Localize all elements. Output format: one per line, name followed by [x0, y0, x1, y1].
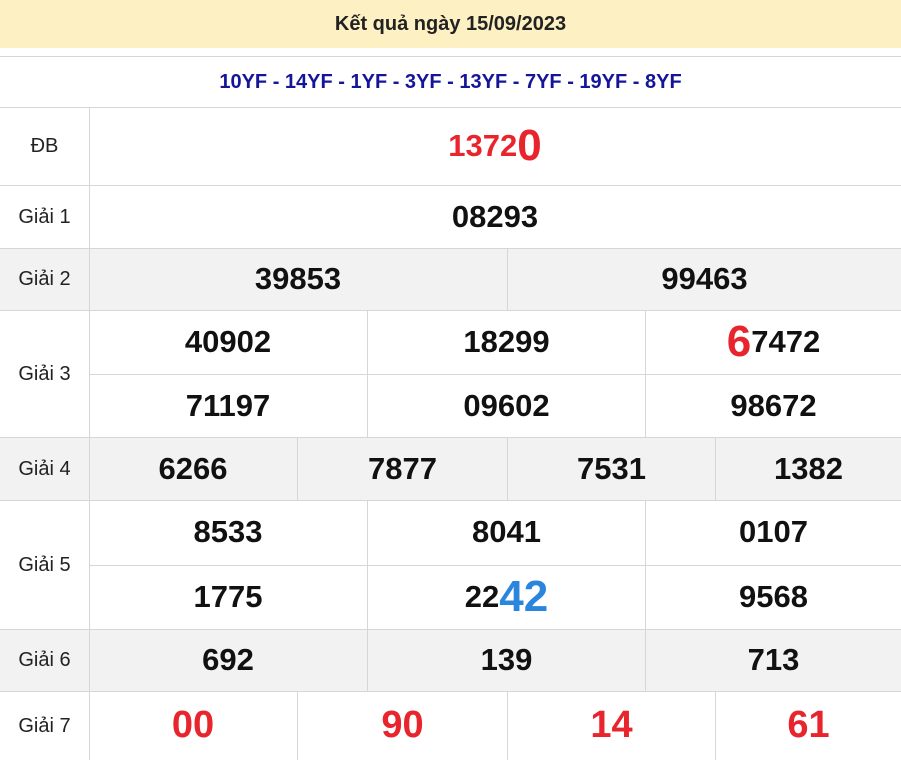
prize-number: 6266	[89, 437, 297, 500]
prize-label: Giải 5	[0, 501, 90, 629]
prize-number: 09602	[367, 373, 645, 437]
number-digits: 1775	[193, 579, 263, 615]
prize-number: 0107	[645, 500, 901, 565]
number-digits: 99463	[661, 261, 748, 296]
prize-label: Giải 4	[0, 438, 90, 500]
prize-number: 7877	[297, 437, 507, 500]
results-header: Kết quả ngày 15/09/2023	[0, 0, 901, 48]
prize-number: 7531	[507, 437, 715, 500]
prize-number: 22 42	[367, 564, 645, 629]
prize-label: Giải 1	[0, 186, 90, 248]
prize-row-1: Giải 1 08293	[0, 185, 901, 248]
number-digits: 09602	[463, 387, 550, 423]
prize-number: 1775	[89, 564, 367, 630]
prize-number: 18299	[367, 310, 645, 374]
prize-number: 99463	[507, 248, 901, 310]
highlighted-digits: 1372	[448, 128, 518, 163]
number-digits: 8533	[193, 514, 263, 550]
number-digits: 18299	[463, 323, 550, 359]
prize-row-5: Giải 5 8533 8041 0107 1775 22 42 9568	[0, 500, 901, 629]
number-digits: 39853	[254, 261, 342, 296]
number-digits: 22	[464, 579, 500, 615]
prize-label: Giải 6	[0, 630, 90, 691]
number-digits: 40902	[184, 323, 272, 359]
prize-label: Giải 2	[0, 249, 90, 310]
prize-number: 6 7472	[645, 310, 901, 374]
results-title: Kết quả ngày 15/09/2023	[334, 12, 567, 35]
highlighted-digits: 90	[381, 704, 424, 746]
prize-number: 98672	[645, 373, 901, 437]
highlighted-digits: 61	[787, 704, 830, 746]
prize-label: ĐB	[0, 108, 90, 185]
prize-number: 14	[507, 691, 715, 760]
prize-number: 71197	[89, 373, 367, 438]
prize-number: 713	[645, 629, 901, 691]
prize-number: 8533	[89, 500, 367, 565]
number-digits: 71197	[185, 387, 271, 423]
number-digits: 8041	[472, 514, 541, 550]
number-digits: 1382	[774, 450, 843, 486]
highlighted-digits: 14	[590, 704, 633, 746]
prize-number: 692	[89, 629, 367, 691]
prize-row-3: Giải 3 40902 18299 6 7472 71197 09602 98672	[0, 310, 901, 437]
prize-number: 139	[367, 629, 645, 691]
prize-label: Giải 3	[0, 311, 90, 437]
number-digits: 692	[202, 642, 254, 677]
number-digits: 7531	[577, 450, 646, 486]
number-digits: 08293	[451, 198, 539, 234]
number-digits: 139	[480, 642, 533, 677]
highlighted-digits: 6	[726, 316, 752, 366]
prize-row-6: Giải 6 692 139 713	[0, 629, 901, 691]
prize-number: 08293	[89, 185, 901, 248]
number-digits: 7877	[368, 450, 437, 486]
prize-number: 00	[89, 691, 297, 760]
prize-row-2: Giải 2 39853 99463	[0, 248, 901, 310]
number-digits: 0107	[739, 514, 808, 550]
prize-number: 40902	[89, 310, 367, 374]
prize-number: 9568	[645, 564, 901, 629]
prize-row-4: Giải 4 6266 7877 7531 1382	[0, 437, 901, 500]
prize-number: 1372 0	[89, 107, 901, 185]
prize-number: 61	[715, 691, 901, 760]
prize-number: 90	[297, 691, 507, 760]
ticket-codes: 10YF - 14YF - 1YF - 3YF - 13YF - 7YF - 1…	[0, 56, 901, 107]
prize-row-special: ĐB 1372 0	[0, 107, 901, 185]
prize-label: Giải 7	[0, 692, 90, 760]
prize-row-7: Giải 7 00 90 14 61	[0, 691, 901, 760]
number-digits: 6266	[158, 450, 228, 486]
highlighted-digits: 00	[171, 704, 215, 746]
prize-number: 1382	[715, 437, 901, 500]
highlighted-digits: 0	[517, 121, 542, 170]
number-digits: 98672	[730, 387, 817, 423]
highlighted-digits: 42	[499, 572, 549, 622]
prize-number: 8041	[367, 500, 645, 565]
prize-number: 39853	[89, 248, 507, 310]
number-digits: 713	[747, 642, 800, 677]
number-digits: 7472	[751, 323, 821, 359]
number-digits: 9568	[739, 579, 808, 615]
